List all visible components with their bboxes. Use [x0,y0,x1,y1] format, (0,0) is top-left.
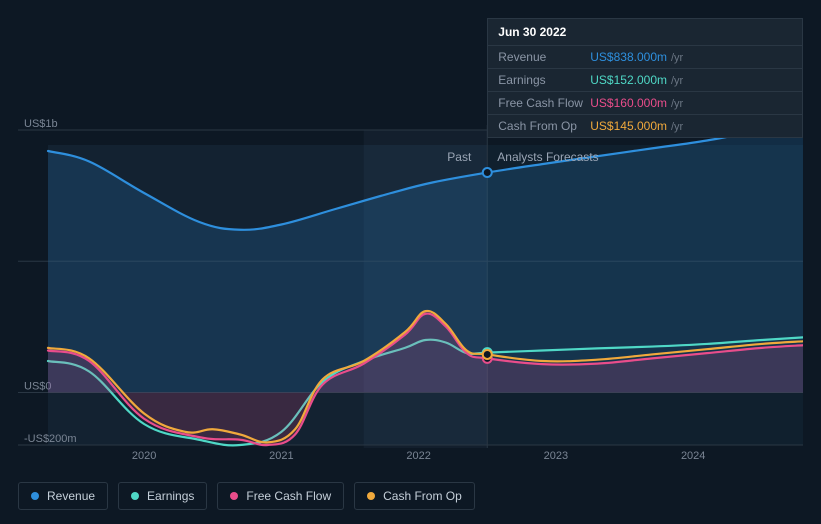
tooltip-row-label: Earnings [498,73,590,87]
legend-item-label: Cash From Op [383,489,462,503]
legend-item-earnings[interactable]: Earnings [118,482,207,510]
tooltip-row-unit: /yr [671,98,683,110]
tooltip-row-value: US$145.000m [590,119,667,133]
legend-dot-icon [31,492,39,500]
tooltip-row-unit: /yr [671,52,683,64]
tooltip-row-unit: /yr [671,75,683,87]
legend-item-label: Free Cash Flow [246,489,331,503]
svg-text:US$0: US$0 [24,381,52,393]
legend-item-label: Earnings [147,489,194,503]
svg-text:2022: 2022 [406,450,430,462]
legend-item-cfo[interactable]: Cash From Op [354,482,475,510]
svg-text:2024: 2024 [681,450,705,462]
svg-text:2020: 2020 [132,450,156,462]
tooltip-date: Jun 30 2022 [488,19,802,46]
legend-item-revenue[interactable]: Revenue [18,482,108,510]
tooltip-row-cfo: Cash From OpUS$145.000m/yr [488,115,802,137]
tooltip-row-value: US$160.000m [590,96,667,110]
tooltip-row-unit: /yr [671,121,683,133]
legend-dot-icon [367,492,375,500]
legend-item-label: Revenue [47,489,95,503]
chart-legend: Revenue Earnings Free Cash Flow Cash From O… [18,482,475,510]
tooltip-row-value: US$152.000m [590,73,667,87]
svg-text:-US$200m: -US$200m [24,433,77,445]
tooltip-row-label: Cash From Op [498,119,590,133]
tooltip-row-earnings: EarningsUS$152.000m/yr [488,69,802,92]
svg-text:US$1b: US$1b [24,118,58,130]
tooltip-row-label: Revenue [498,50,590,64]
forecast-section-label: Analysts Forecasts [497,150,598,164]
past-section-label: Past [447,150,471,164]
legend-dot-icon [131,492,139,500]
tooltip-row-fcf: Free Cash FlowUS$160.000m/yr [488,92,802,115]
tooltip-row-value: US$838.000m [590,50,667,64]
svg-text:2021: 2021 [269,450,293,462]
tooltip-row-revenue: RevenueUS$838.000m/yr [488,46,802,69]
svg-text:2023: 2023 [544,450,568,462]
tooltip-row-label: Free Cash Flow [498,96,590,110]
legend-item-fcf[interactable]: Free Cash Flow [217,482,344,510]
legend-dot-icon [230,492,238,500]
chart-tooltip: Jun 30 2022 RevenueUS$838.000m/yrEarning… [487,18,803,138]
